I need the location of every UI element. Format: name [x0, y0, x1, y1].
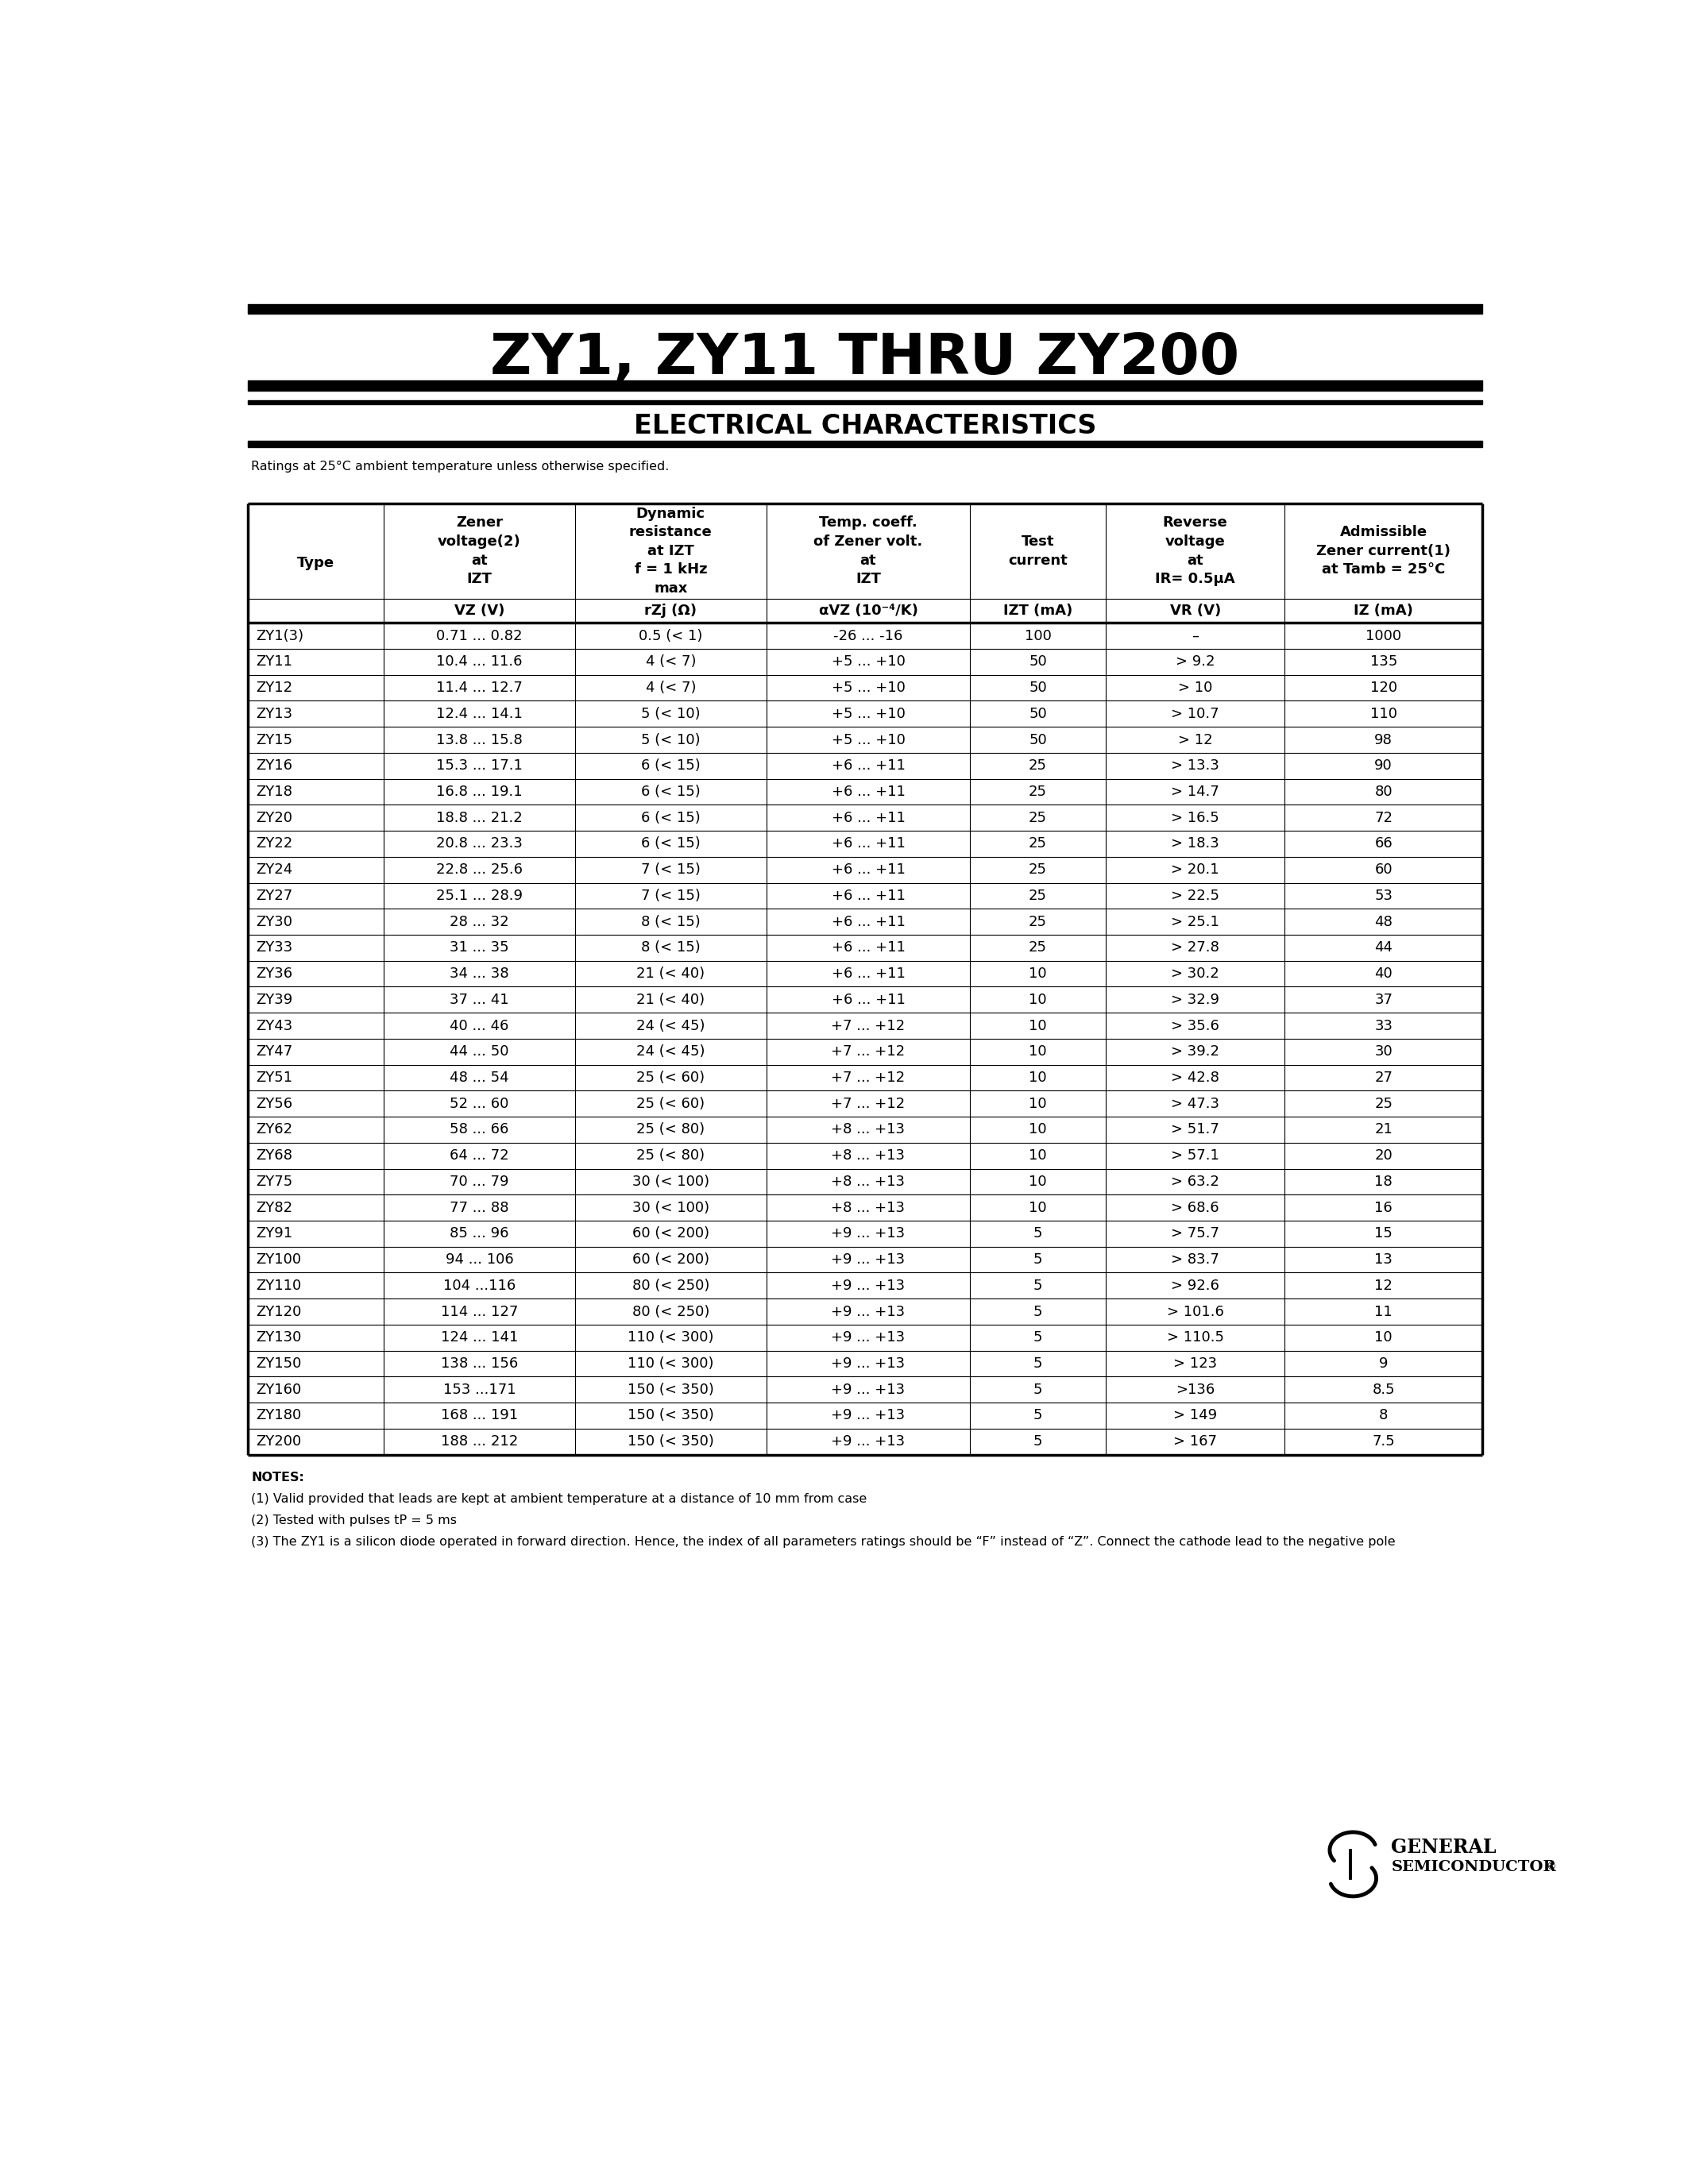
Text: 10: 10 — [1030, 1018, 1047, 1033]
Text: 11.4 ... 12.7: 11.4 ... 12.7 — [436, 681, 523, 695]
Text: 48 ... 54: 48 ... 54 — [449, 1070, 510, 1085]
Text: ZY47: ZY47 — [257, 1044, 292, 1059]
Text: Ratings at 25°C ambient temperature unless otherwise specified.: Ratings at 25°C ambient temperature unle… — [252, 461, 668, 474]
Text: 37: 37 — [1374, 992, 1393, 1007]
Text: 77 ... 88: 77 ... 88 — [449, 1201, 510, 1214]
Text: +9 ... +13: +9 ... +13 — [830, 1435, 905, 1448]
Text: +6 ... +11: +6 ... +11 — [830, 863, 905, 878]
Bar — [248, 380, 1482, 391]
Text: 50: 50 — [1030, 681, 1047, 695]
Text: -26 ... -16: -26 ... -16 — [834, 629, 903, 642]
Text: 20: 20 — [1374, 1149, 1393, 1162]
Text: ZY39: ZY39 — [257, 992, 292, 1007]
Text: 12.4 ... 14.1: 12.4 ... 14.1 — [436, 708, 523, 721]
Text: ELECTRICAL CHARACTERISTICS: ELECTRICAL CHARACTERISTICS — [633, 413, 1097, 439]
Text: +8 ... +13: +8 ... +13 — [830, 1123, 905, 1138]
Text: 18.8 ... 21.2: 18.8 ... 21.2 — [436, 810, 523, 826]
Text: ZY30: ZY30 — [257, 915, 292, 928]
Text: ZY24: ZY24 — [257, 863, 292, 878]
Text: 66: 66 — [1374, 836, 1393, 852]
Text: > 20.1: > 20.1 — [1171, 863, 1219, 878]
Text: 16.8 ... 19.1: 16.8 ... 19.1 — [436, 784, 523, 799]
Text: IZT (mA): IZT (mA) — [1003, 603, 1072, 618]
Text: ZY120: ZY120 — [257, 1304, 302, 1319]
Text: +5 ... +10: +5 ... +10 — [830, 655, 905, 668]
Text: 124 ... 141: 124 ... 141 — [441, 1330, 518, 1345]
Text: ZY200: ZY200 — [257, 1435, 302, 1448]
Text: +9 ... +13: +9 ... +13 — [830, 1278, 905, 1293]
Text: ZY13: ZY13 — [257, 708, 292, 721]
Text: 21 (< 40): 21 (< 40) — [636, 968, 706, 981]
Text: +6 ... +11: +6 ... +11 — [830, 784, 905, 799]
Text: 21 (< 40): 21 (< 40) — [636, 992, 706, 1007]
Text: > 83.7: > 83.7 — [1171, 1251, 1219, 1267]
Text: +8 ... +13: +8 ... +13 — [830, 1201, 905, 1214]
Text: ZY82: ZY82 — [257, 1201, 292, 1214]
Text: > 32.9: > 32.9 — [1171, 992, 1219, 1007]
Text: 188 ... 212: 188 ... 212 — [441, 1435, 518, 1448]
Text: +9 ... +13: +9 ... +13 — [830, 1330, 905, 1345]
Text: 25: 25 — [1028, 784, 1047, 799]
Text: 1000: 1000 — [1366, 629, 1401, 642]
Text: 44 ... 50: 44 ... 50 — [449, 1044, 510, 1059]
Text: 31 ... 35: 31 ... 35 — [449, 941, 510, 954]
Text: +9 ... +13: +9 ... +13 — [830, 1251, 905, 1267]
Text: ZY33: ZY33 — [257, 941, 292, 954]
Text: 150 (< 350): 150 (< 350) — [628, 1382, 714, 1398]
Text: +6 ... +11: +6 ... +11 — [830, 758, 905, 773]
Text: 110: 110 — [1371, 708, 1398, 721]
Text: > 22.5: > 22.5 — [1171, 889, 1219, 902]
Text: 44: 44 — [1374, 941, 1393, 954]
Text: > 63.2: > 63.2 — [1171, 1175, 1219, 1188]
Text: 25 (< 60): 25 (< 60) — [636, 1070, 706, 1085]
Text: +6 ... +11: +6 ... +11 — [830, 992, 905, 1007]
Text: 34 ... 38: 34 ... 38 — [449, 968, 510, 981]
Text: ZY100: ZY100 — [257, 1251, 302, 1267]
Text: > 47.3: > 47.3 — [1171, 1096, 1219, 1112]
Text: ZY36: ZY36 — [257, 968, 292, 981]
Text: ZY11: ZY11 — [257, 655, 292, 668]
Text: 80 (< 250): 80 (< 250) — [631, 1278, 709, 1293]
Text: > 42.8: > 42.8 — [1171, 1070, 1219, 1085]
Text: 25: 25 — [1374, 1096, 1393, 1112]
Text: Zener
voltage(2)
at
IZT: Zener voltage(2) at IZT — [437, 515, 522, 585]
Text: 5: 5 — [1033, 1356, 1043, 1372]
Text: > 149: > 149 — [1173, 1409, 1217, 1422]
Text: 8 (< 15): 8 (< 15) — [641, 915, 701, 928]
Text: 85 ... 96: 85 ... 96 — [449, 1227, 510, 1241]
Text: 80: 80 — [1374, 784, 1393, 799]
Text: Dynamic
resistance
at IZT
f = 1 kHz
max: Dynamic resistance at IZT f = 1 kHz max — [630, 507, 712, 596]
Text: ZY150: ZY150 — [257, 1356, 302, 1372]
Text: 30: 30 — [1374, 1044, 1393, 1059]
Text: Test
current: Test current — [1008, 535, 1067, 568]
Text: ZY1(3): ZY1(3) — [257, 629, 304, 642]
Text: 98: 98 — [1374, 732, 1393, 747]
Text: 28 ... 32: 28 ... 32 — [449, 915, 510, 928]
Text: 10: 10 — [1030, 1070, 1047, 1085]
Text: Type: Type — [297, 557, 334, 570]
Text: 50: 50 — [1030, 708, 1047, 721]
Text: 25.1 ... 28.9: 25.1 ... 28.9 — [436, 889, 523, 902]
Text: 33: 33 — [1374, 1018, 1393, 1033]
Text: +6 ... +11: +6 ... +11 — [830, 836, 905, 852]
Text: 13: 13 — [1374, 1251, 1393, 1267]
Text: 150 (< 350): 150 (< 350) — [628, 1409, 714, 1422]
Text: 6 (< 15): 6 (< 15) — [641, 810, 701, 826]
Text: –: – — [1192, 629, 1198, 642]
Text: ®: ® — [1546, 1861, 1556, 1872]
Text: 11: 11 — [1374, 1304, 1393, 1319]
Text: 25: 25 — [1028, 889, 1047, 902]
Text: > 12: > 12 — [1178, 732, 1212, 747]
Text: +7 ... +12: +7 ... +12 — [830, 1018, 905, 1033]
Text: VZ (V): VZ (V) — [454, 603, 505, 618]
Text: 58 ... 66: 58 ... 66 — [449, 1123, 508, 1138]
Text: +9 ... +13: +9 ... +13 — [830, 1409, 905, 1422]
Text: 4 (< 7): 4 (< 7) — [645, 681, 695, 695]
Text: 27: 27 — [1374, 1070, 1393, 1085]
Text: 10: 10 — [1030, 992, 1047, 1007]
Text: > 10: > 10 — [1178, 681, 1212, 695]
Text: 64 ... 72: 64 ... 72 — [449, 1149, 510, 1162]
Text: 114 ... 127: 114 ... 127 — [441, 1304, 518, 1319]
Text: ZY27: ZY27 — [257, 889, 292, 902]
Text: > 75.7: > 75.7 — [1171, 1227, 1219, 1241]
